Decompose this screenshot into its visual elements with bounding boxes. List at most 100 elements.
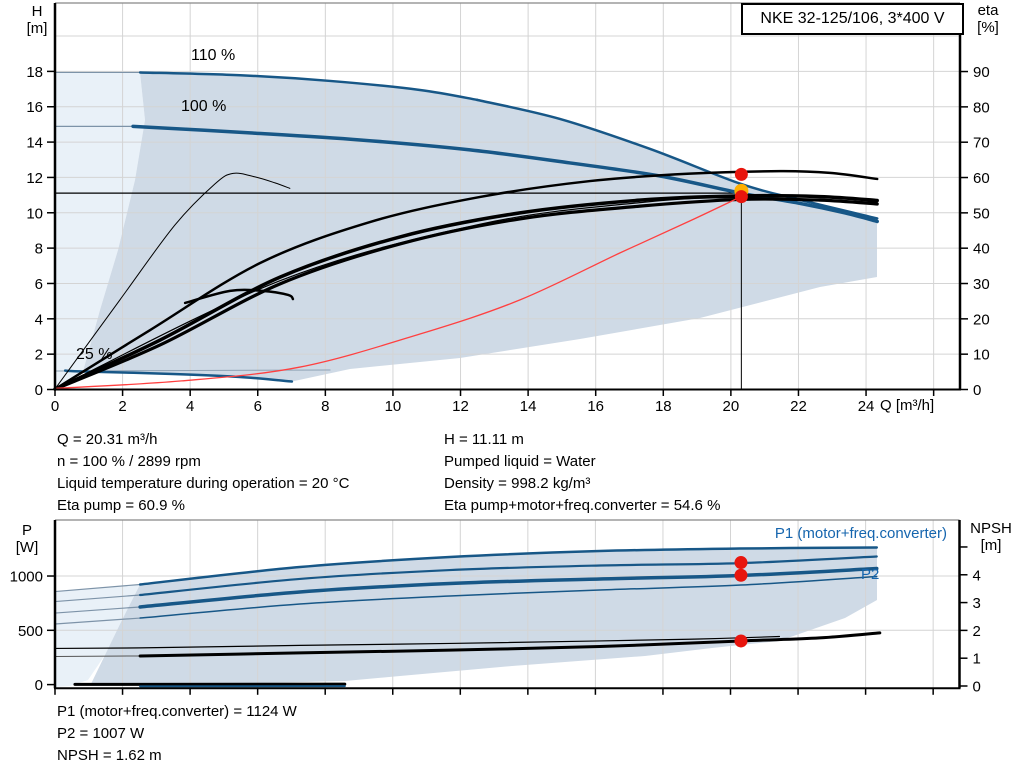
- y-left-tick-label: 14: [26, 135, 43, 152]
- eta-axis-symbol: eta: [977, 2, 999, 19]
- info-speed: n = 100 % / 2899 rpm: [57, 453, 201, 470]
- x-tick-label: 2: [118, 398, 126, 415]
- y-left-tick-label: 16: [26, 99, 43, 116]
- speed-label-100: 100 %: [181, 98, 227, 115]
- h-axis-symbol: H: [31, 3, 43, 20]
- x-tick-label: 14: [520, 398, 537, 415]
- y-right-tick-label: 40: [973, 241, 990, 258]
- y-left-tick-label: 500: [18, 623, 43, 640]
- power-npsh-chart-p2-100: [138, 566, 879, 609]
- y-left-tick-label: 4: [35, 311, 43, 328]
- power-npsh-chart-npsh-thin: [54, 635, 781, 650]
- x-tick-label: 12: [452, 398, 469, 415]
- power-npsh-data: P1 (motor+freq.converter) = 1124 W P2 = …: [57, 701, 297, 767]
- operating-point-marker: [734, 568, 748, 582]
- y-right-tick-label: 0: [973, 382, 981, 399]
- p2-curve-label: P2: [861, 566, 880, 583]
- qh-chart-eta-bell-reduced-speed: [54, 172, 291, 390]
- y-right-tick-label: 90: [973, 64, 990, 81]
- y-left-tick-label: 0: [35, 677, 43, 694]
- p1-curve-label: P1 (motor+freq.converter): [774, 525, 947, 542]
- pump-title: NKE 32-125/106, 3*400 V: [760, 10, 945, 27]
- h-axis-unit: [m]: [26, 20, 48, 37]
- y-right-tick-label: 3: [973, 595, 981, 612]
- y-right-tick-label: 80: [973, 99, 990, 116]
- speed-label-110: 110 %: [191, 47, 236, 64]
- power-npsh-chart-tail-p1-100: [54, 594, 141, 603]
- operating-point-marker: [734, 167, 748, 181]
- info-pumped-liquid: Pumped liquid = Water: [444, 453, 596, 470]
- y-right-tick-label: 1: [973, 651, 981, 668]
- qh-chart-curve-100pct: [131, 124, 879, 224]
- power-npsh-chart-p2-low: [139, 575, 878, 619]
- info-eta-pump: Eta pump = 60.9 %: [57, 497, 185, 514]
- eta-axis-title: eta [%]: [966, 2, 1010, 36]
- operating-point-marker: [734, 190, 748, 204]
- y-left-tick-label: 1000: [10, 569, 43, 586]
- operating-data-right: H = 11.11 m Pumped liquid = Water Densit…: [444, 429, 720, 517]
- qh-chart-curve-110pct-flat: [138, 71, 479, 102]
- operating-data-left: Q = 20.31 m³/h n = 100 % / 2899 rpm Liqu…: [57, 429, 349, 517]
- power-npsh-chart-npsh-tail: [54, 655, 141, 658]
- y-right-tick-label: 0: [973, 679, 981, 696]
- x-tick-label: 8: [321, 398, 329, 415]
- y-right-tick-label: 30: [973, 276, 990, 293]
- pump-title-box: NKE 32-125/106, 3*400 V: [741, 3, 964, 35]
- npsh-axis-symbol: NPSH: [970, 520, 1012, 537]
- power-npsh-chart-envelope: [90, 547, 877, 686]
- x-tick-label: 10: [385, 398, 402, 415]
- power-npsh-chart-envelope-light: [55, 584, 140, 687]
- info-q: Q = 20.31 m³/h: [57, 431, 158, 448]
- y-right-tick-label: 4: [973, 567, 981, 584]
- x-tick-label: 22: [790, 398, 807, 415]
- qh-chart-eta-short-reduced-speed: [183, 288, 295, 305]
- x-tick-label: 24: [858, 398, 875, 415]
- qh-chart-curve-25pct: [63, 369, 294, 383]
- info-eta-total: Eta pump+motor+freq.converter = 54.6 %: [444, 497, 721, 514]
- x-tick-label: 0: [51, 398, 59, 415]
- x-tick-label: 18: [655, 398, 672, 415]
- operating-point-marker: [734, 634, 748, 648]
- y-left-tick-label: 0: [35, 382, 43, 399]
- x-tick-label: 4: [186, 398, 194, 415]
- y-left-tick-label: 8: [35, 241, 43, 258]
- qh-chart-eta-pump-motor-freq: [53, 197, 879, 391]
- p-axis-unit: [W]: [15, 539, 39, 556]
- info-density: Density = 998.2 kg/m³: [444, 475, 591, 492]
- info-p1: P1 (motor+freq.converter) = 1124 W: [57, 703, 297, 720]
- x-tick-label: 16: [587, 398, 604, 415]
- eta-axis-unit: [%]: [977, 19, 999, 36]
- power-npsh-chart-p1-100: [139, 555, 878, 597]
- p-axis-symbol: P: [21, 522, 32, 539]
- info-npsh: NPSH = 1.62 m: [57, 747, 162, 764]
- speed-label-25: 25 %: [76, 346, 113, 363]
- y-right-tick-label: 70: [973, 135, 990, 152]
- y-right-tick-label: 20: [973, 311, 990, 328]
- y-left-tick-label: 6: [35, 276, 43, 293]
- y-right-tick-label: 60: [973, 170, 990, 187]
- x-tick-label: 20: [723, 398, 740, 415]
- p-axis-title: P [W]: [8, 522, 46, 556]
- qh-chart-affinity-red: [54, 195, 743, 390]
- h-axis-title: H [m]: [20, 3, 54, 37]
- npsh-axis-unit: [m]: [980, 537, 1002, 554]
- qh-chart-eta-pump: [53, 169, 879, 391]
- y-left-tick-label: 2: [35, 347, 43, 364]
- info-p2: P2 = 1007 W: [57, 725, 145, 742]
- qh-chart-eta-pump-motor: [53, 193, 879, 391]
- power-npsh-chart-tail-p2-100: [54, 606, 141, 614]
- y-right-tick-label: 50: [973, 205, 990, 222]
- operating-point-marker: [734, 556, 748, 570]
- y-left-tick-label: 18: [26, 64, 43, 81]
- power-npsh-chart-p1-110: [138, 546, 879, 586]
- x-tick-label: 6: [254, 398, 262, 415]
- y-right-tick-label: 2: [973, 623, 981, 640]
- info-head: H = 11.11 m: [444, 431, 524, 448]
- y-left-tick-label: 12: [26, 170, 43, 187]
- npsh-axis-title: NPSH [m]: [962, 520, 1020, 554]
- q-axis-title: Q [m³/h]: [880, 397, 935, 414]
- y-left-tick-label: 10: [26, 205, 43, 222]
- info-liquid-temp: Liquid temperature during operation = 20…: [57, 475, 350, 492]
